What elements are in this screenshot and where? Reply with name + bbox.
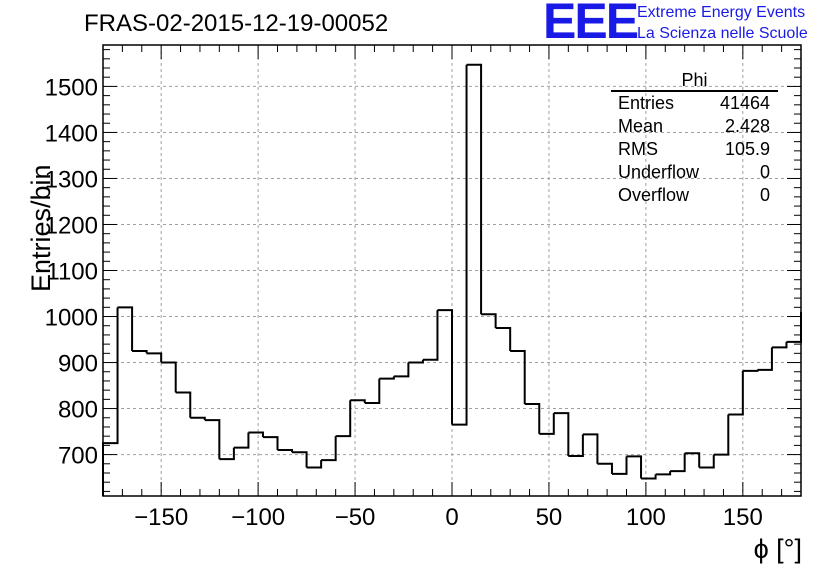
y-axis-label: Entries/bin: [26, 164, 56, 292]
stats-value: 105.9: [724, 139, 770, 159]
histogram-bin: [611, 456, 628, 475]
stats-value: 0: [759, 162, 770, 182]
histogram-bin: [684, 452, 701, 468]
x-tick-label: −150: [134, 504, 188, 531]
stats-row-underflow: Underflow 0: [611, 161, 778, 184]
histogram-bin: [262, 436, 279, 450]
y-tick-label: 1200: [45, 212, 98, 239]
histogram-bin: [699, 454, 715, 469]
histogram-bin: [524, 402, 541, 434]
histogram-bin: [335, 400, 352, 438]
stats-row-entries: Entries 41464: [611, 92, 778, 115]
histogram-bin: [393, 362, 410, 378]
histogram-bin: [117, 306, 134, 352]
y-tick-label: 1300: [45, 166, 98, 193]
stats-value: 41464: [719, 93, 770, 113]
stats-label: Overflow: [618, 185, 690, 205]
histogram-bin: [481, 313, 497, 329]
stats-label: RMS: [618, 139, 658, 159]
y-axis-label-wrap: Entries/bin: [6, 164, 56, 292]
stats-row-rms: RMS 105.9: [611, 138, 778, 161]
histogram-bin: [728, 370, 744, 416]
y-tick-label: 700: [58, 443, 98, 470]
histogram-bin: [452, 64, 468, 426]
stats-row-mean: Mean 2.428: [611, 115, 778, 138]
y-tick-label: 1500: [45, 74, 98, 101]
histogram-bin: [495, 327, 512, 352]
stats-value: 0: [759, 185, 770, 205]
histogram-bin: [553, 412, 570, 456]
histogram-bin: [597, 462, 613, 474]
histogram-bin: [277, 448, 294, 453]
logo-line-2: La Scienza nelle Scuole: [637, 25, 808, 42]
histogram-bin: [539, 413, 555, 435]
histogram-bin: [510, 350, 526, 404]
histogram-bin: [248, 431, 264, 438]
histogram-bin: [132, 350, 148, 354]
y-tick-label: 1000: [45, 305, 98, 332]
stats-label: Entries: [618, 93, 675, 113]
histogram-bin: [408, 359, 424, 364]
histogram-bin: [161, 361, 177, 393]
stats-label: Underflow: [618, 162, 700, 182]
stats-box: Phi Entries 41464 Mean 2.428 RMS 105.9 U…: [611, 70, 778, 207]
y-tick-label: 1100: [46, 259, 98, 286]
y-tick-label: 800: [58, 397, 98, 424]
histogram-bin: [204, 419, 221, 460]
stats-row-overflow: Overflow 0: [611, 184, 778, 207]
histogram-bin: [306, 460, 323, 469]
histogram-bin: [321, 436, 337, 462]
histogram-bin: [670, 453, 686, 473]
histogram-bin: [641, 474, 657, 480]
stats-value: 2.428: [724, 116, 770, 136]
y-tick-label: 1400: [45, 120, 98, 147]
histogram-bin: [568, 434, 584, 457]
eee-logo: EEE: [543, 0, 639, 49]
histogram-bin: [757, 347, 773, 371]
y-tick-label: 900: [58, 351, 98, 378]
x-tick-label: 100: [626, 504, 666, 531]
stats-label: Mean: [618, 116, 664, 136]
x-tick-label: 50: [536, 504, 563, 531]
x-tick-label: −50: [335, 504, 376, 531]
histogram-bin: [742, 369, 759, 372]
histogram-bin: [626, 455, 643, 479]
histogram-bin: [190, 416, 206, 421]
x-tick-label: 0: [445, 504, 458, 531]
histogram-bin: [102, 307, 119, 496]
x-axis-label: ϕ [°]: [753, 534, 802, 564]
x-tick-label: −100: [231, 504, 285, 531]
stats-title: Phi: [611, 70, 778, 92]
histogram-bin: [379, 376, 395, 380]
x-tick-label: 150: [723, 504, 763, 531]
histogram-bin: [771, 341, 788, 349]
histogram-bin: [350, 399, 366, 404]
histogram-bin: [233, 432, 250, 449]
histogram-bin: [422, 310, 439, 361]
histogram-bin: [437, 309, 453, 425]
histogram-bin: [582, 433, 599, 464]
chart-title: FRAS-02-2015-12-19-00052: [84, 10, 389, 37]
histogram-bin: [219, 447, 235, 461]
histogram-bin: [364, 378, 381, 405]
histogram-bin: [713, 414, 730, 456]
histogram-bin: [175, 391, 192, 418]
logo-line-1: Extreme Energy Events: [637, 4, 806, 21]
histogram-bin: [146, 352, 163, 363]
histogram-bin: [292, 451, 308, 468]
histogram-bin: [655, 471, 672, 476]
histogram-bin: [466, 63, 483, 315]
